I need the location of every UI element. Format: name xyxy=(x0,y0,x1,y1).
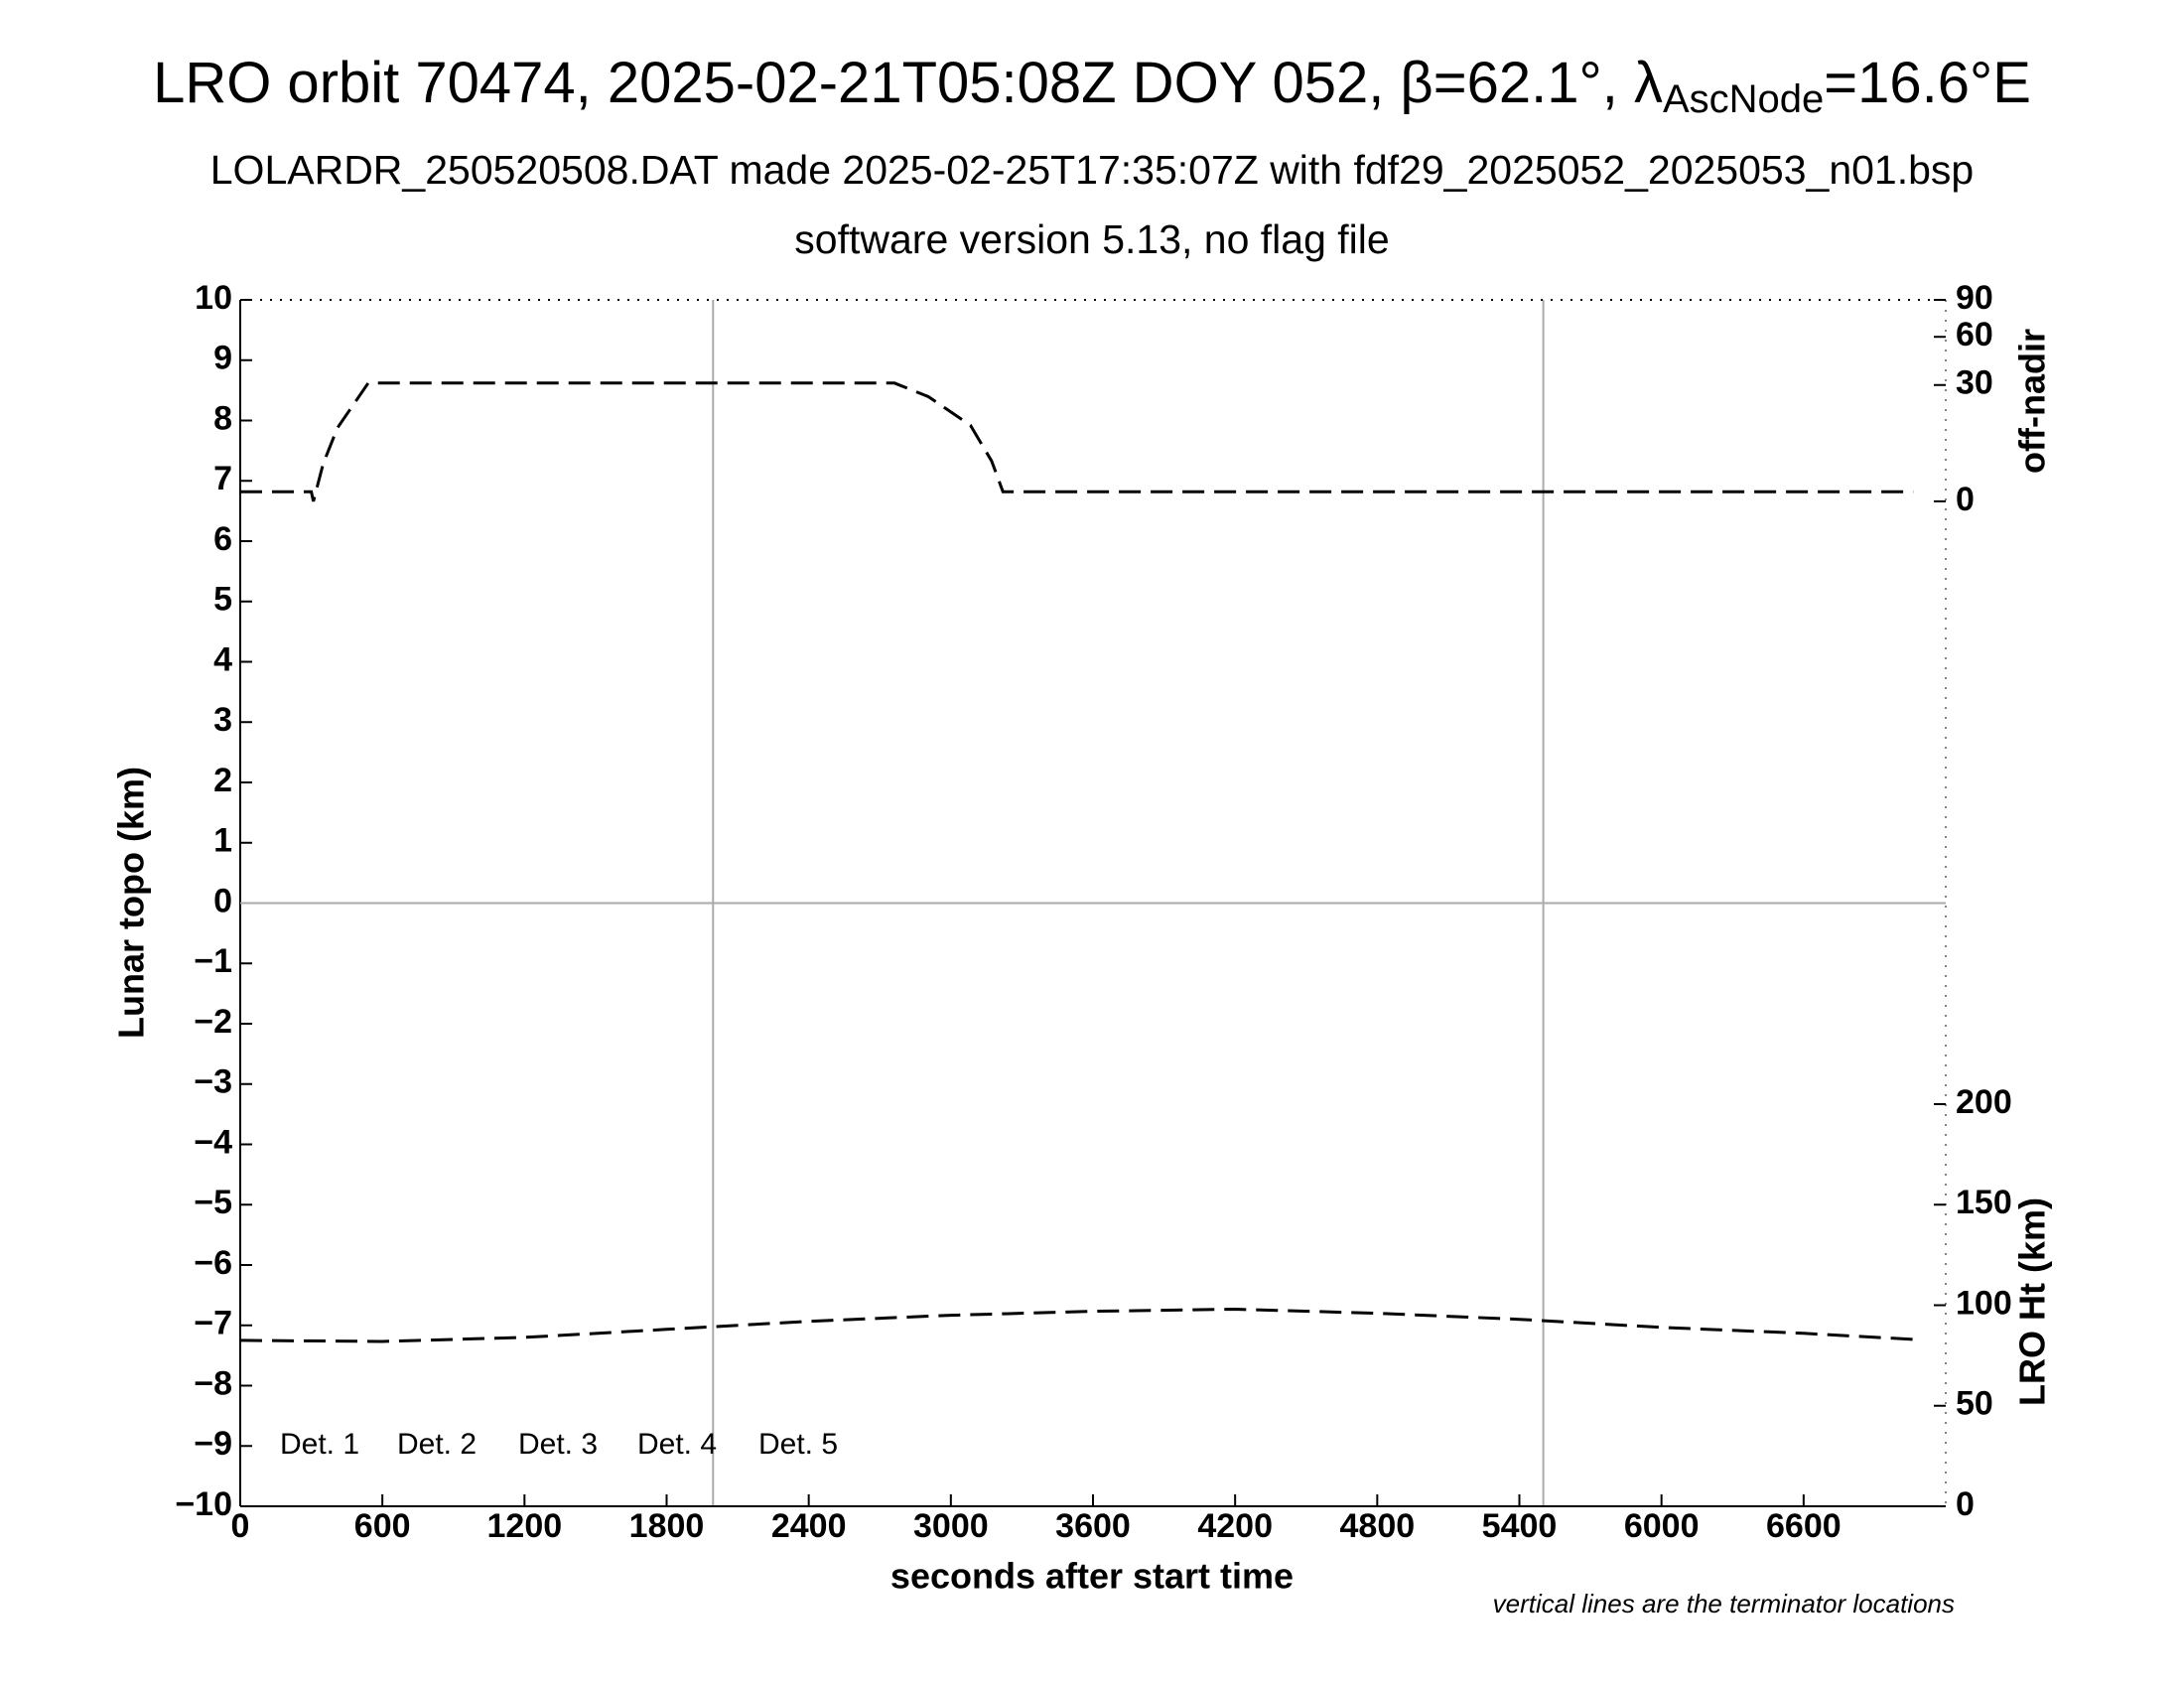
y-axis-label: Lunar topo (km) xyxy=(111,767,152,1039)
legend-entry: Det. 1 xyxy=(280,1428,359,1461)
series-line xyxy=(239,1307,1914,1343)
y2-axis-label: off-nadir xyxy=(2012,329,2053,474)
y-tick-label: −7 xyxy=(194,1305,232,1342)
y-tick-label: −2 xyxy=(194,1003,232,1041)
x-tick-label: 2400 xyxy=(771,1507,847,1545)
x-tick-label: 1800 xyxy=(629,1507,705,1545)
y-tick-label: −5 xyxy=(194,1184,232,1221)
y3-tick-label: 150 xyxy=(1956,1184,2012,1221)
legend-entry: Det. 5 xyxy=(758,1428,838,1461)
legend-entry: Det. 4 xyxy=(637,1428,717,1461)
subtitle: LOLARDR_250520508.DAT made 2025-02-25T17… xyxy=(210,147,1974,193)
y-tick-label: 6 xyxy=(213,520,232,558)
y-tick-label: −4 xyxy=(194,1123,232,1161)
y2-tick-label: 60 xyxy=(1956,316,1993,353)
x-tick-label: 3600 xyxy=(1055,1507,1131,1545)
y-tick-label: −8 xyxy=(194,1364,232,1402)
x-tick-label: 3000 xyxy=(913,1507,989,1545)
y3-tick-label: 200 xyxy=(1956,1083,2012,1121)
x-tick-label: 600 xyxy=(354,1507,411,1545)
x-axis-label: seconds after start time xyxy=(890,1556,1294,1597)
y-tick-label: 7 xyxy=(213,460,232,497)
x-tick-label: 5400 xyxy=(1482,1507,1558,1545)
x-tick-label: 4200 xyxy=(1197,1507,1273,1545)
y-tick-label: 5 xyxy=(213,581,232,619)
x-tick-label: 6600 xyxy=(1766,1507,1842,1545)
legend-entry: Det. 3 xyxy=(518,1428,598,1461)
y-tick-label: 1 xyxy=(213,822,232,860)
y-tick-label: 0 xyxy=(213,882,232,919)
y-tick-label: 4 xyxy=(213,640,232,678)
y-tick-label: −3 xyxy=(194,1063,232,1101)
y2-tick-label: 90 xyxy=(1956,279,1993,317)
x-tick-label: 0 xyxy=(231,1507,250,1545)
y-tick-label: −9 xyxy=(194,1425,232,1463)
x-tick-label: 4800 xyxy=(1340,1507,1416,1545)
y-tick-label: 2 xyxy=(213,762,232,799)
y-tick-label: 9 xyxy=(213,340,232,377)
legend-entry: Det. 2 xyxy=(397,1428,477,1461)
x-tick-label: 1200 xyxy=(487,1507,563,1545)
subtitle: software version 5.13, no flag file xyxy=(794,216,1389,262)
y3-tick-label: 100 xyxy=(1956,1284,2012,1322)
y-tick-label: 10 xyxy=(195,279,232,317)
y-tick-label: 8 xyxy=(213,399,232,437)
chart-title: LRO orbit 70474, 2025-02-21T05:08Z DOY 0… xyxy=(153,51,2031,120)
y-tick-label: 3 xyxy=(213,701,232,739)
y3-axis-label: LRO Ht (km) xyxy=(2012,1197,2053,1406)
y2-tick-label: 30 xyxy=(1956,364,1993,402)
y-tick-label: −1 xyxy=(194,942,232,980)
y2-tick-label: 0 xyxy=(1956,481,1975,518)
note: vertical lines are the terminator locati… xyxy=(1493,1589,1955,1618)
y3-tick-label: 50 xyxy=(1956,1385,1993,1423)
y-tick-label: −6 xyxy=(194,1244,232,1282)
series-line xyxy=(240,381,1914,502)
x-tick-label: 6000 xyxy=(1624,1507,1700,1545)
y-tick-label: −10 xyxy=(175,1485,232,1523)
y3-tick-label: 0 xyxy=(1956,1485,1975,1523)
